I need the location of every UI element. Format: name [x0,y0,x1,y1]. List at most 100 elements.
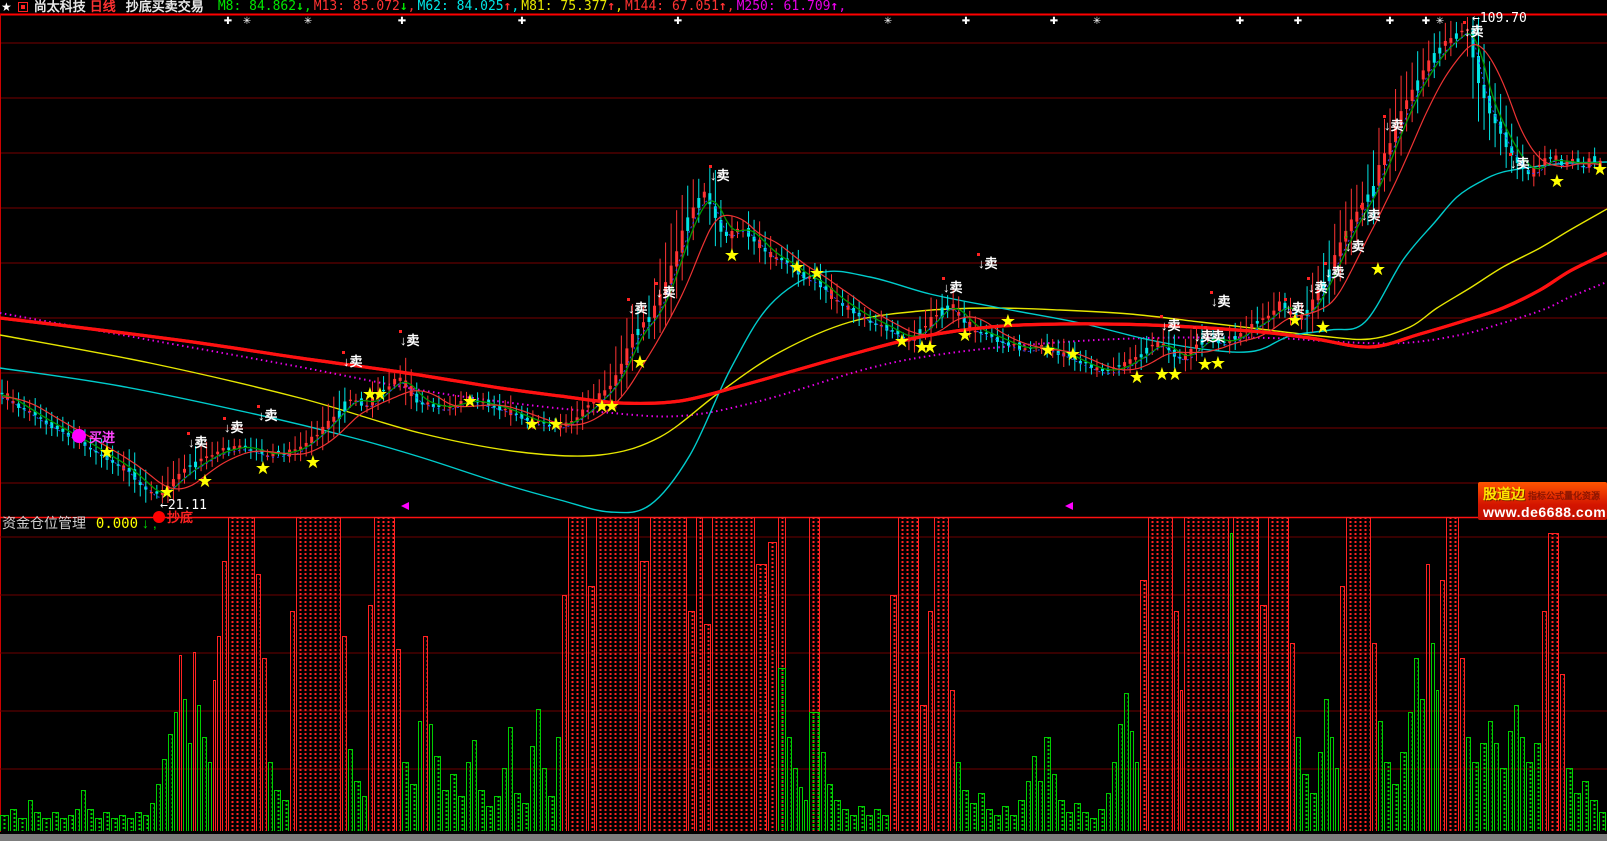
green-position-bar [111,818,118,831]
green-position-bar [119,815,126,831]
green-position-bar [0,815,9,831]
green-position-bar [1494,743,1499,831]
panel2-title[interactable]: 资金仓位管理 [2,515,86,531]
sell-marker: ↓卖 [1308,280,1328,295]
green-position-bar [1384,762,1391,831]
sell-marker: ↓卖 [943,280,963,295]
ma-legend-item: M144: 67.051↑, [625,0,735,14]
red-position-bar [1140,580,1147,831]
buy-star-marker: ★ [1154,364,1170,384]
favorite-star-icon[interactable]: ★ [1,0,12,14]
green-position-bar [834,800,841,831]
svg-text:✚: ✚ [518,16,526,27]
ma-legend-item: M8: 84.862↓, [217,0,312,14]
green-position-bar [530,746,535,831]
red-position-bar [1340,586,1345,831]
green-position-bar [1431,643,1435,831]
ma-line-M144-top [0,251,1607,406]
green-position-bar [95,818,102,831]
ma-legend-item: M81: 75.377↑, [521,0,623,14]
red-position-bar [688,611,695,831]
green-position-bar [542,768,547,831]
green-position-bar [882,815,889,831]
green-position-bar [1420,699,1425,831]
watermark-badge: 股道边 指标公式量化资源 www.de6688.com [1478,482,1607,520]
green-position-bar [202,737,207,831]
red-position-bar [568,517,587,831]
bottom-signal-text: 抄底 [167,510,193,525]
svg-text:✚: ✚ [1386,16,1394,27]
sell-marker: ↓卖 [1361,208,1381,223]
green-position-bar [362,796,367,831]
green-position-bar [1574,793,1581,831]
green-position-bar [60,818,67,831]
ma-legend: M8: 84.862↓, M13: 85.072↓, M62: 84.025↑, M8… [218,0,846,14]
sell-marker: ↓卖 [1211,294,1231,309]
indicator-title[interactable]: 抄底买卖交易 [125,0,204,14]
red-position-bar [1180,690,1183,831]
green-position-bar [208,762,212,831]
green-position-bar [804,800,808,831]
green-position-bar [1002,806,1009,831]
green-position-bar [1098,809,1105,831]
green-position-bar [10,809,17,831]
green-position-bar [1052,774,1057,831]
sell-marker: ↓卖 [224,420,244,435]
red-position-bar [712,517,755,831]
buy-star-marker: ★ [724,245,740,265]
green-position-bar [135,812,142,831]
green-position-bar [809,712,820,831]
stock-name[interactable]: 尚太科技 [33,0,86,14]
green-position-bar [418,721,422,831]
red-position-bar [1268,517,1289,831]
buy-star-marker: ★ [1315,317,1331,337]
sell-marker: ↓卖 [1205,329,1225,344]
green-position-bar [1106,793,1111,831]
title-bar: ★ 尚太科技 日线 抄底买卖交易 M8: 84.862↓, M13: 85.072… [0,0,1607,14]
ma-legend-item: M62: 84.025↑, [417,0,520,14]
green-position-bar [429,724,433,831]
green-position-bar [1488,721,1493,831]
green-position-bar [18,818,27,831]
period-label[interactable]: 日线 [89,0,116,14]
svg-text:✳: ✳ [884,16,892,27]
green-position-bar [1599,812,1606,831]
red-position-bar [950,690,955,831]
bottom-scroll-strip[interactable] [0,834,1607,841]
buy-star-marker: ★ [1040,340,1056,360]
green-position-bar [402,762,409,831]
green-position-bar [466,762,471,831]
green-position-bar [1302,774,1309,831]
sell-marker: ↓卖 [1510,156,1530,171]
red-position-bar [228,517,255,831]
high-price-label: ←109.70 [1472,11,1527,26]
red-position-bar [809,517,820,831]
green-position-bar [502,768,507,831]
green-position-bar [514,793,521,831]
red-position-bar [1426,564,1430,831]
red-position-bar [898,517,919,831]
red-position-bar [650,517,687,831]
app-logo-icon[interactable] [17,2,28,12]
sell-marker: ↓卖 [1464,24,1484,39]
green-position-bar [348,749,353,831]
green-position-bar [1010,815,1017,831]
ma-legend-item: M13: 85.072↓, [313,0,416,14]
green-position-bar [787,737,792,831]
green-position-bar [799,787,803,831]
green-position-bar [793,768,798,831]
green-position-bar [28,800,33,831]
ma-legend-item: M250: 61.709↑, [736,0,847,14]
divider-triangle-marker [1065,502,1073,510]
green-position-bar [1514,705,1519,831]
buy-star-marker: ★ [914,337,930,357]
red-position-bar [890,595,897,831]
green-position-bar [1414,658,1419,831]
red-position-bar [704,624,711,831]
green-position-bar [81,790,86,831]
buy-star-marker: ★ [594,396,610,416]
green-position-bar [1026,781,1031,831]
green-position-bar [1400,752,1407,831]
